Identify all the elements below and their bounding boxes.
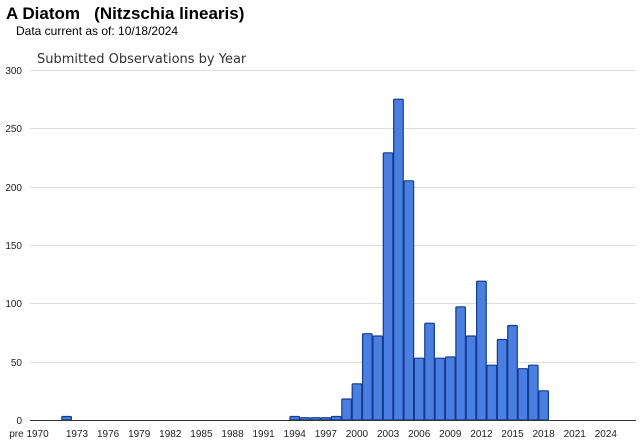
y-tick-label: 50 (11, 358, 23, 369)
bar (413, 357, 425, 421)
bar (455, 306, 467, 421)
bar (476, 280, 487, 421)
y-axis-ticks: 0 50 100 150 200 250 300 (5, 66, 22, 427)
data-current-label: Data current as of: 10/18/2024 (16, 24, 179, 38)
bar (61, 415, 73, 421)
bar (320, 417, 332, 421)
x-tick-label: 2015 (501, 429, 524, 440)
bar (517, 368, 529, 421)
x-tick-label: 2009 (439, 429, 462, 440)
bar (393, 98, 404, 421)
x-tick-label: 1997 (315, 429, 338, 440)
bar (299, 417, 311, 421)
bar (341, 398, 352, 421)
bar (382, 152, 394, 421)
x-tick-label: 1979 (128, 429, 151, 440)
x-tick-label: 1982 (159, 429, 182, 440)
bar (538, 390, 550, 421)
x-tick-label: 2012 (470, 429, 493, 440)
x-axis-ticks: pre 1970 1973 1976 1979 1982 1985 1988 1991 1994… (9, 429, 617, 440)
x-tick-label: 1991 (253, 429, 276, 440)
y-tick-label: 0 (16, 416, 22, 427)
bar (527, 364, 539, 421)
species-title: A Diatom (Nitzschia linearis) (6, 4, 245, 23)
x-tick-label: 2024 (595, 429, 618, 440)
bar (372, 335, 384, 421)
bar (403, 180, 415, 421)
bar (465, 335, 477, 421)
bar (507, 324, 518, 421)
x-tick-label: 2000 (346, 429, 369, 440)
y-tick-label: 100 (5, 299, 22, 310)
bar (330, 415, 342, 421)
gridlines (30, 70, 636, 363)
y-tick-label: 200 (5, 183, 22, 194)
x-tick-label: 1994 (284, 429, 307, 440)
bar (424, 322, 435, 421)
bar (496, 338, 508, 421)
bar (444, 356, 456, 421)
x-tick-label: 1976 (97, 429, 120, 440)
x-tick-label: 1985 (190, 429, 213, 440)
chart-header: A Diatom (Nitzschia linearis) Data curre… (6, 4, 244, 38)
y-tick-label: 150 (5, 241, 22, 252)
bar (361, 333, 373, 421)
x-tick-label: 2021 (564, 429, 587, 440)
bar (351, 383, 363, 421)
bar (434, 357, 446, 421)
chart-title: Submitted Observations by Year (37, 52, 247, 67)
bar (289, 415, 301, 421)
x-tick-label: 1988 (221, 429, 244, 440)
bar (486, 364, 498, 421)
x-tick-label: 1973 (66, 429, 89, 440)
y-tick-label: 250 (5, 124, 22, 135)
y-tick-label: 300 (5, 66, 22, 77)
x-tick-label: 2003 (377, 429, 400, 440)
x-tick-label: pre 1970 (9, 429, 49, 440)
x-tick-label: 2006 (408, 429, 431, 440)
x-tick-label: 2018 (533, 429, 556, 440)
bar (310, 417, 321, 421)
bars (61, 98, 550, 421)
